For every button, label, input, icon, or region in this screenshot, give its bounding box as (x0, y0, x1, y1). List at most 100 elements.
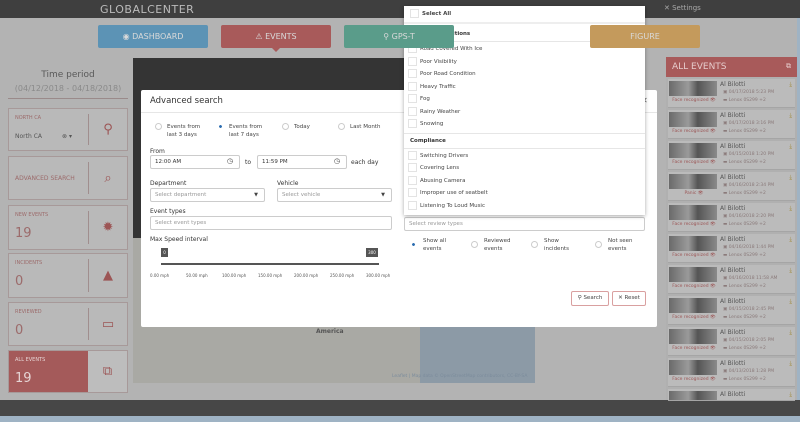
checkbox[interactable] (408, 81, 417, 91)
show-option[interactable]: Show all events (410, 237, 453, 253)
checkbox[interactable] (408, 150, 417, 160)
sidebar-card-incidents[interactable]: INCIDENTS 0 ▲ (8, 253, 128, 298)
event-item[interactable]: Face recognized 👁 Al Bilotti ▣ 04/16/201… (668, 234, 795, 263)
checkbox[interactable] (408, 119, 417, 128)
from-time-input[interactable]: 12:00 AM ◷ (150, 155, 240, 169)
event-item[interactable]: Face recognized 👁 Al Bilotti ▣ 04/16/201… (668, 265, 795, 294)
event-types-input[interactable]: Select event types (150, 216, 392, 230)
vehicle-select[interactable]: Select vehicle ▼ (277, 188, 392, 202)
checkbox[interactable] (408, 175, 417, 185)
speed-slider-min-handle[interactable]: 0 (161, 248, 168, 257)
checkbox[interactable] (410, 9, 419, 18)
event-thumbnail[interactable] (669, 329, 717, 344)
radio[interactable] (338, 123, 345, 130)
checkbox[interactable] (408, 163, 417, 172)
expand-icon[interactable]: ⧉ (786, 62, 791, 70)
download-icon[interactable]: ⤓ (789, 205, 792, 212)
radio[interactable] (531, 241, 538, 248)
review-type-option[interactable]: Poor Visibility (408, 56, 457, 66)
checkbox[interactable] (408, 200, 417, 210)
event-item[interactable]: Face recognized 👁 Al Bilotti ▣ 04/17/201… (668, 79, 795, 108)
period-option[interactable]: Events from last 7 days (217, 123, 269, 139)
clear-icon[interactable]: ⊗ (61, 133, 68, 140)
review-type-option[interactable]: Fog (408, 94, 430, 103)
show-option[interactable]: Show incidents (531, 237, 574, 253)
review-type-option[interactable]: Poor Road Condition (408, 69, 476, 78)
download-icon[interactable]: ⤓ (789, 81, 792, 88)
download-icon[interactable]: ⤓ (789, 174, 792, 181)
to-time-input[interactable]: 11:59 PM ◷ (257, 155, 347, 169)
event-thumbnail[interactable] (669, 391, 717, 400)
review-type-option[interactable]: Improper use of seatbelt (408, 188, 488, 197)
review-type-option[interactable]: Switching Drivers (408, 150, 468, 160)
event-thumbnail[interactable] (669, 143, 717, 158)
download-icon[interactable]: ⤓ (789, 143, 792, 150)
event-thumbnail[interactable] (669, 112, 717, 127)
period-option[interactable]: Last Month (338, 123, 390, 131)
search-button[interactable]: ⚲ Search (571, 291, 609, 306)
nav-events[interactable]: ⚠ EVENTS (221, 25, 331, 48)
review-type-option[interactable]: Abusing Camera (408, 175, 465, 185)
event-thumbnail[interactable] (669, 298, 717, 313)
sidebar-card-new-events[interactable]: NEW EVENTS 19 ✹ (8, 205, 128, 250)
event-item[interactable]: Al Bilotti ⤓ (668, 389, 795, 401)
download-icon[interactable]: ⤓ (789, 329, 792, 336)
show-option[interactable]: Reviewed events (471, 237, 514, 253)
event-item[interactable]: Face recognized 👁 Al Bilotti ▣ 04/16/201… (668, 203, 795, 232)
radio[interactable] (282, 123, 289, 130)
event-item[interactable]: Panic 👁 Al Bilotti ▣ 04/16/2018 2:34 PM … (668, 172, 795, 201)
event-thumbnail[interactable] (669, 236, 717, 251)
event-thumbnail[interactable] (669, 81, 717, 96)
sidebar-card-advanced-search[interactable]: ADVANCED SEARCH ⌕ (8, 156, 128, 200)
review-type-option[interactable]: Heavy Traffic (408, 81, 456, 91)
clock-icon[interactable]: ◷ (333, 157, 340, 165)
download-icon[interactable]: ⤓ (789, 391, 792, 398)
event-item[interactable]: Face recognized 👁 Al Bilotti ▣ 04/13/201… (668, 358, 795, 387)
select-all-option[interactable]: Select All (410, 9, 451, 18)
map-attribution[interactable]: Leaflet | Map data © OpenStreetMap contr… (392, 374, 528, 379)
period-option[interactable]: Events from last 3 days (155, 123, 207, 139)
event-item[interactable]: Face recognized 👁 Al Bilotti ▣ 04/15/201… (668, 141, 795, 170)
sidebar-card-all-events[interactable]: ALL EVENTS 19 ⧉ (8, 350, 128, 393)
event-item[interactable]: Face recognized 👁 Al Bilotti ▣ 04/15/201… (668, 327, 795, 356)
reset-button[interactable]: ✕ Reset (612, 291, 646, 306)
download-icon[interactable]: ⤓ (789, 112, 792, 119)
time-period-range[interactable]: (04/12/2018 - 04/18/2018) (14, 84, 122, 93)
event-thumbnail[interactable] (669, 174, 717, 189)
department-select[interactable]: Select department ▼ (150, 188, 265, 202)
review-types-input[interactable]: Select review types (404, 217, 645, 231)
nav-gpst[interactable]: ⚲ GPS-T (344, 25, 454, 48)
radio[interactable] (595, 241, 602, 248)
event-thumbnail[interactable] (669, 267, 717, 282)
event-thumbnail[interactable] (669, 205, 717, 220)
review-type-option[interactable]: Snowing (408, 119, 443, 128)
checkbox[interactable] (408, 188, 417, 197)
review-type-option[interactable]: Rainy Weather (408, 106, 460, 116)
checkbox[interactable] (408, 69, 417, 78)
review-type-option[interactable]: Covering Lens (408, 163, 459, 172)
download-icon[interactable]: ⤓ (789, 360, 792, 367)
radio[interactable] (155, 123, 162, 130)
clock-icon[interactable]: ◷ (226, 157, 233, 165)
sidebar-card-reviewed[interactable]: REVIEWED 0 ▭ (8, 302, 128, 346)
nav-figure[interactable]: FIGURE (590, 25, 700, 48)
period-option[interactable]: Today (282, 123, 334, 131)
checkbox[interactable] (408, 56, 417, 66)
review-type-option[interactable]: Listening To Loud Music (408, 200, 485, 210)
settings-link[interactable]: ✕ Settings (664, 4, 701, 12)
download-icon[interactable]: ⤓ (789, 298, 792, 305)
radio[interactable] (471, 241, 478, 248)
radio[interactable] (410, 241, 417, 248)
speed-slider-track[interactable] (161, 263, 379, 265)
speed-slider-max-handle[interactable]: 300 (366, 248, 378, 257)
radio[interactable] (217, 123, 224, 130)
event-item[interactable]: Face recognized 👁 Al Bilotti ▣ 04/15/201… (668, 296, 795, 325)
checkbox[interactable] (408, 106, 417, 116)
region-select[interactable]: North CA ⊗ ▾ (15, 133, 72, 140)
download-icon[interactable]: ⤓ (789, 267, 792, 274)
download-icon[interactable]: ⤓ (789, 236, 792, 243)
show-option[interactable]: Not seen events (595, 237, 638, 253)
checkbox[interactable] (408, 94, 417, 103)
event-item[interactable]: Face recognized 👁 Al Bilotti ▣ 04/17/201… (668, 110, 795, 139)
event-thumbnail[interactable] (669, 360, 717, 375)
